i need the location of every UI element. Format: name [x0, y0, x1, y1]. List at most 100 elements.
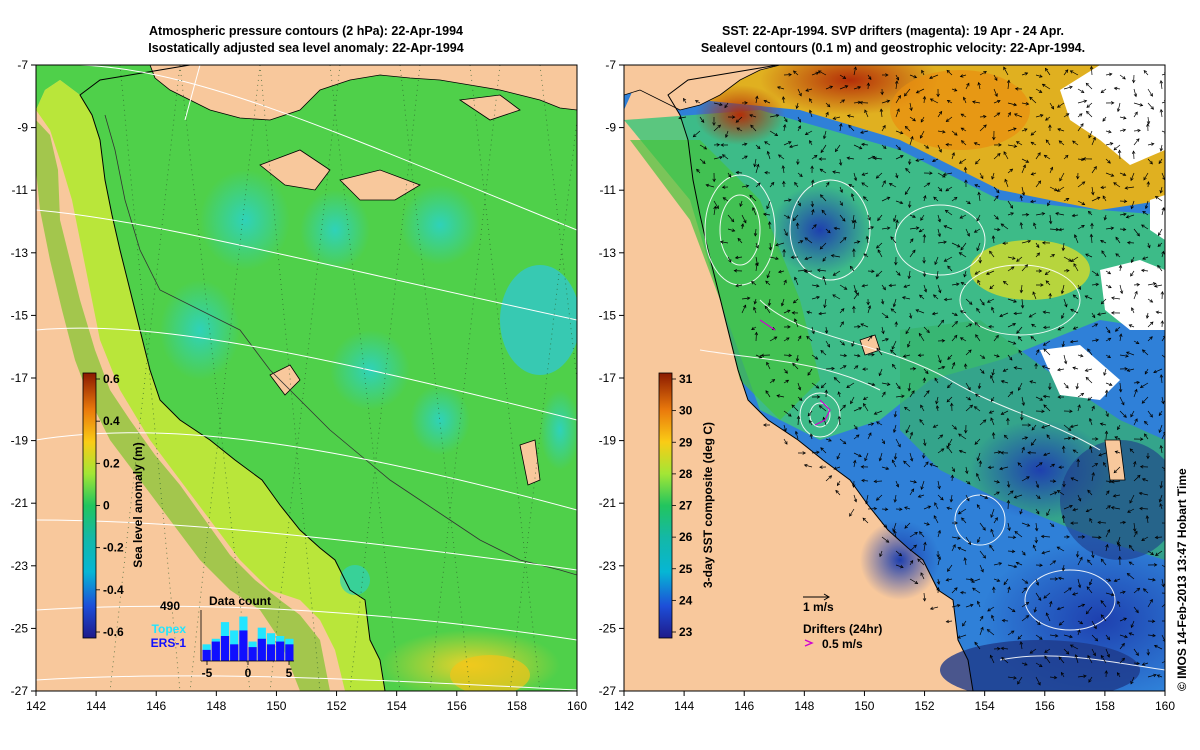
right-y-tick-label: -13	[599, 246, 617, 260]
ers-bar	[220, 636, 230, 661]
right-colorbar-tick-label: 26	[679, 530, 693, 544]
left-y-tick-label: -25	[11, 621, 29, 635]
right-colorbar-tick-label: 29	[679, 435, 693, 449]
left-x-tick-label: 148	[206, 699, 226, 713]
data-count-x-tick: 0	[245, 666, 252, 680]
left-x-tick-label: 142	[26, 699, 46, 713]
right-y-tick-label: -19	[599, 434, 617, 448]
right-map-area	[624, 65, 1165, 691]
ers-bar	[230, 644, 239, 661]
legend-ers1: ERS-1	[151, 636, 187, 650]
right-x-tick-label: 154	[975, 699, 995, 713]
left-y-tick-label: -7	[17, 58, 28, 72]
left-x-tick-label: 154	[387, 699, 407, 713]
ers-bar	[276, 641, 285, 661]
left-y-tick-label: -23	[11, 559, 29, 573]
right-x-tick-label: 150	[854, 699, 874, 713]
ers-bar	[248, 647, 257, 661]
left-colorbar-tick-label: -0.4	[103, 583, 124, 597]
left-x-tick-label: 144	[86, 699, 106, 713]
right-title-line1: SST: 22-Apr-1994. SVP drifters (magenta)…	[722, 24, 1064, 38]
right-map-panel: SST: 22-Apr-1994. SVP drifters (magenta)…	[599, 24, 1176, 713]
left-y-tick-label: -9	[17, 121, 28, 135]
left-x-tick-label: 146	[146, 699, 166, 713]
ers-bar	[202, 649, 211, 661]
ers-bar	[285, 644, 294, 661]
left-y-tick-label: -19	[11, 434, 29, 448]
left-png-land	[149, 65, 577, 121]
ers-bar	[266, 644, 276, 661]
right-x-tick-label: 146	[734, 699, 754, 713]
left-ground-tracks	[109, 65, 577, 691]
ers-bar	[257, 638, 266, 661]
data-count-x-tick: -5	[202, 666, 213, 680]
right-colorbar-tick-label: 24	[679, 593, 693, 607]
left-colorbar-tick-label: 0.4	[103, 414, 120, 428]
left-colorbar-tick-label: 0	[103, 499, 110, 513]
data-count-max-label: 490	[160, 599, 180, 613]
velocity-scale-label: 1 m/s	[803, 600, 834, 614]
left-y-tick-label: -17	[11, 371, 29, 385]
left-title-line1: Atmospheric pressure contours (2 hPa): 2…	[149, 24, 463, 38]
right-title-line2: Sealevel contours (0.1 m) and geostrophi…	[701, 41, 1085, 55]
right-colorbar-tick-label: 27	[679, 499, 693, 513]
right-x-tick-label: 148	[794, 699, 814, 713]
left-map-area	[36, 65, 577, 691]
right-colorbar: 31 30 29 28 27 26 25 24 23 3-day SST composite (…	[658, 372, 715, 639]
right-x-tick-label: 144	[674, 699, 694, 713]
left-x-tick-label: 156	[447, 699, 467, 713]
right-axes: 142 144 146 148 150 152 154 156 158 160 -7 -9 -11 -13…	[599, 58, 1176, 713]
right-y-tick-label: -23	[599, 559, 617, 573]
left-colorbar-tick-label: -0.2	[103, 541, 124, 555]
right-y-tick-label: -27	[599, 684, 617, 698]
left-axes: 142 144 146 148 150 152 154 156 158 160 -7 -9 -11 -13…	[11, 58, 588, 713]
right-y-tick-label: -15	[599, 308, 617, 322]
right-x-tick-label: 158	[1095, 699, 1115, 713]
right-colorbar-tick-label: 30	[679, 404, 693, 418]
right-colorbar-tick-label: 31	[679, 372, 693, 386]
left-map-panel: Atmospheric pressure contours (2 hPa): 2…	[11, 24, 588, 713]
drifters-scale-label: 0.5 m/s	[822, 637, 863, 651]
right-x-tick-label: 160	[1155, 699, 1175, 713]
right-y-tick-label: -9	[605, 121, 616, 135]
right-y-tick-label: -11	[600, 183, 617, 197]
right-x-tick-label: 152	[915, 699, 935, 713]
ers-bar	[239, 630, 248, 661]
drifter-track	[814, 399, 831, 426]
left-colorbar-tick-label: 0.6	[103, 372, 120, 386]
copyright-note: © IMOS 14-Feb-2013 13:47 Hobart Time	[1175, 468, 1189, 691]
left-x-tick-label: 152	[327, 699, 347, 713]
legend-topex: Topex	[152, 622, 187, 636]
left-y-tick-label: -21	[11, 496, 29, 510]
left-y-tick-label: -11	[12, 183, 29, 197]
data-count-bars	[202, 616, 294, 661]
ers-bar	[211, 641, 220, 661]
left-x-tick-label: 158	[507, 699, 527, 713]
right-colorbar-tick-label: 23	[679, 625, 693, 639]
right-y-tick-label: -21	[599, 496, 617, 510]
velocity-scale: 1 m/s Drifters (24hr) 0.5 m/s	[803, 593, 882, 651]
right-colorbar-label: 3-day SST composite (deg C)	[701, 422, 715, 588]
left-colorbar-tick-label: 0.2	[103, 456, 120, 470]
left-y-tick-label: -27	[11, 684, 29, 698]
right-x-tick-label: 142	[614, 699, 634, 713]
left-colorbar-tick-label: -0.6	[103, 625, 124, 639]
left-colorbar-label: Sea level anomaly (m)	[131, 442, 145, 567]
left-x-tick-label: 150	[266, 699, 286, 713]
right-x-tick-label: 156	[1035, 699, 1055, 713]
geostrophic-velocity-arrows	[678, 65, 1165, 686]
data-count-inset: Data count 490 Topex ERS-1 -5 0 5	[151, 594, 294, 680]
left-colorbar: 0.6 0.4 0.2 0 -0.2 -0.4 -0.6 Sea level anomaly…	[82, 372, 145, 639]
right-y-tick-label: -7	[605, 58, 616, 72]
left-y-tick-label: -15	[11, 308, 29, 322]
left-shelf	[36, 80, 385, 691]
right-colorbar-tick-label: 25	[679, 562, 693, 576]
left-x-tick-label: 160	[567, 699, 587, 713]
data-count-x-tick: 5	[286, 666, 293, 680]
drifters-label: Drifters (24hr)	[803, 622, 882, 636]
right-y-tick-label: -25	[599, 621, 617, 635]
right-colorbar-tick-label: 28	[679, 467, 693, 481]
data-count-title: Data count	[209, 594, 271, 608]
left-title-line2: Isostatically adjusted sea level anomaly…	[148, 41, 463, 55]
